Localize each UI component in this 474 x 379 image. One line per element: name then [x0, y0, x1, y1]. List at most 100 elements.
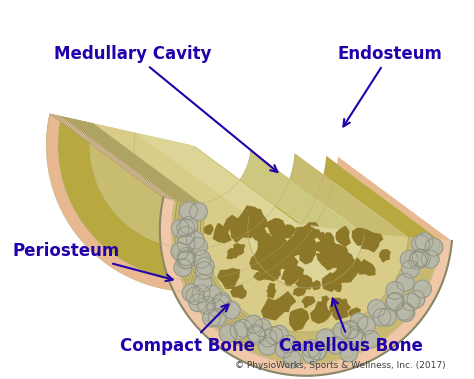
Circle shape [245, 315, 263, 333]
Polygon shape [50, 114, 175, 201]
Circle shape [222, 301, 240, 319]
Circle shape [396, 302, 413, 320]
Polygon shape [47, 130, 173, 216]
Polygon shape [263, 265, 279, 281]
Polygon shape [270, 235, 286, 253]
Polygon shape [301, 253, 321, 271]
Circle shape [412, 235, 429, 252]
Polygon shape [270, 231, 278, 239]
Polygon shape [48, 119, 174, 206]
Polygon shape [248, 210, 267, 229]
Polygon shape [160, 197, 452, 376]
Polygon shape [47, 125, 173, 211]
Polygon shape [346, 303, 361, 316]
Polygon shape [254, 246, 276, 266]
Polygon shape [90, 123, 409, 332]
Polygon shape [227, 249, 237, 258]
Polygon shape [262, 299, 285, 320]
Polygon shape [47, 127, 173, 213]
Polygon shape [283, 314, 292, 323]
Circle shape [213, 293, 231, 310]
Polygon shape [46, 142, 172, 227]
Polygon shape [336, 245, 347, 257]
Polygon shape [48, 124, 173, 210]
Polygon shape [251, 225, 265, 240]
Polygon shape [335, 266, 356, 282]
Polygon shape [238, 206, 261, 231]
Polygon shape [47, 128, 173, 214]
Polygon shape [301, 242, 313, 251]
Polygon shape [317, 238, 331, 253]
Polygon shape [257, 237, 276, 259]
Polygon shape [232, 215, 237, 221]
Polygon shape [48, 122, 173, 208]
Polygon shape [318, 252, 330, 265]
Polygon shape [304, 277, 310, 284]
Circle shape [171, 219, 189, 237]
Polygon shape [248, 217, 364, 288]
Polygon shape [217, 269, 236, 292]
Polygon shape [134, 133, 364, 288]
Circle shape [350, 313, 368, 331]
Polygon shape [270, 223, 290, 240]
Circle shape [186, 231, 204, 249]
Polygon shape [204, 225, 213, 234]
Circle shape [247, 324, 265, 342]
Polygon shape [47, 128, 173, 213]
Polygon shape [47, 125, 173, 211]
Polygon shape [58, 116, 440, 364]
Polygon shape [46, 137, 172, 222]
Circle shape [180, 217, 198, 235]
Polygon shape [293, 230, 303, 241]
Polygon shape [46, 138, 172, 224]
Circle shape [421, 250, 439, 268]
Polygon shape [214, 224, 231, 243]
Polygon shape [297, 287, 305, 295]
Polygon shape [47, 133, 172, 219]
Polygon shape [336, 226, 350, 246]
Polygon shape [285, 280, 294, 286]
Circle shape [401, 260, 419, 278]
Polygon shape [297, 233, 317, 251]
Circle shape [180, 202, 197, 220]
Polygon shape [270, 237, 287, 254]
Polygon shape [49, 118, 174, 205]
Polygon shape [49, 117, 174, 204]
Polygon shape [352, 229, 369, 245]
Polygon shape [294, 268, 304, 279]
Polygon shape [230, 218, 252, 242]
Polygon shape [359, 260, 375, 275]
Circle shape [202, 309, 220, 327]
Polygon shape [300, 246, 316, 264]
Polygon shape [92, 123, 249, 217]
Polygon shape [226, 241, 234, 248]
Polygon shape [48, 124, 173, 211]
Polygon shape [310, 243, 324, 258]
Polygon shape [296, 276, 312, 292]
Circle shape [346, 326, 364, 344]
Circle shape [279, 335, 297, 353]
Polygon shape [297, 233, 310, 243]
Polygon shape [48, 123, 173, 209]
Polygon shape [46, 135, 172, 221]
Polygon shape [255, 226, 267, 240]
Circle shape [230, 322, 248, 340]
Polygon shape [49, 115, 175, 202]
Polygon shape [289, 247, 297, 255]
Polygon shape [160, 197, 452, 376]
Circle shape [203, 285, 221, 303]
Polygon shape [266, 254, 282, 267]
Polygon shape [240, 229, 251, 241]
Circle shape [410, 249, 428, 267]
Circle shape [171, 243, 189, 260]
Polygon shape [349, 308, 360, 318]
Polygon shape [297, 243, 317, 262]
Polygon shape [271, 222, 291, 242]
Polygon shape [282, 225, 296, 238]
Circle shape [189, 294, 207, 312]
Polygon shape [268, 240, 280, 251]
Polygon shape [372, 256, 385, 276]
Polygon shape [317, 252, 326, 261]
Circle shape [378, 308, 396, 326]
Polygon shape [268, 283, 274, 289]
